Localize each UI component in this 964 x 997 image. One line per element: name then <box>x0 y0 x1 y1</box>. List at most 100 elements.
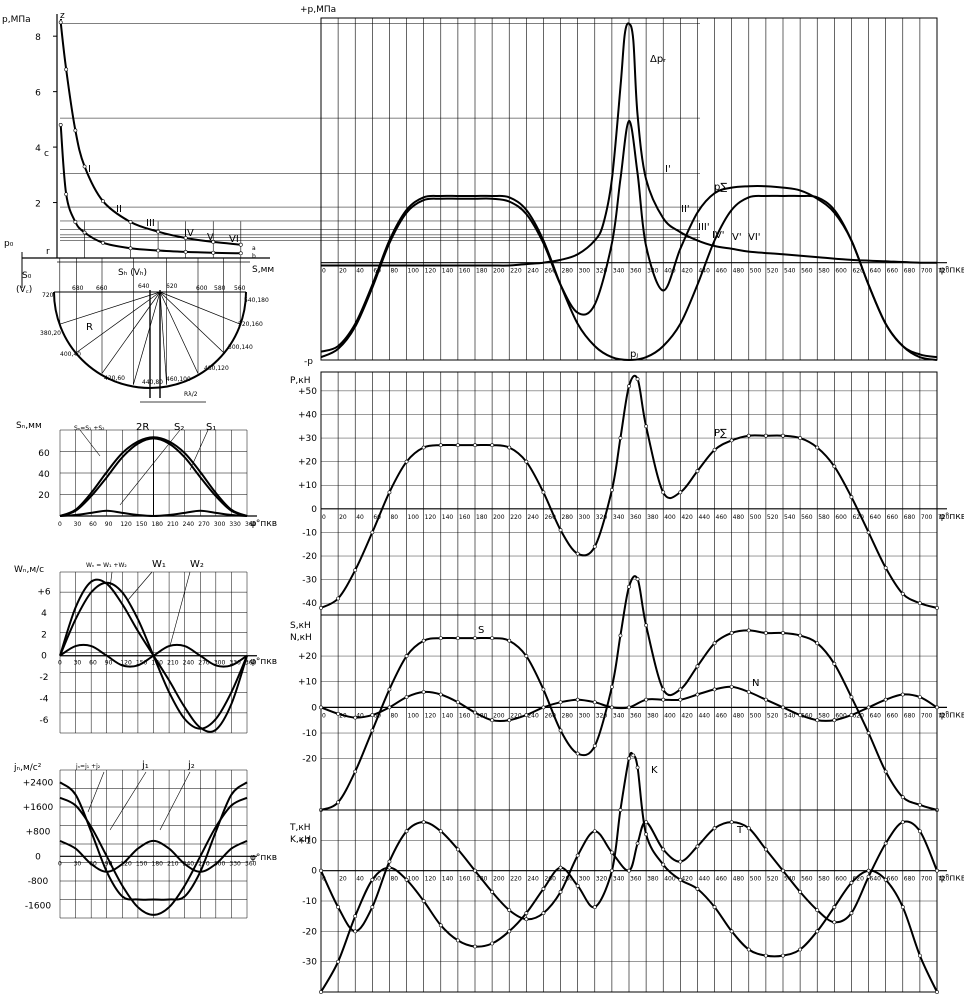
x-tick-label: 90 <box>105 660 113 667</box>
data-point-TK-1-25 <box>695 886 700 891</box>
data-point-TK-0-29 <box>798 890 803 894</box>
y-tick-label: -10 <box>302 729 317 739</box>
data-point-TK-0-28 <box>781 868 785 873</box>
x-tick-label: 20 <box>339 268 347 275</box>
x-axis-label: φ°пкв <box>250 657 277 667</box>
x-tick-label: 300 <box>214 660 226 667</box>
data-point-SN-0-23 <box>678 687 683 692</box>
data-point-SN-0-10 <box>490 636 495 640</box>
y-tick-label: -10 <box>302 528 317 538</box>
x-tick-label: 60 <box>89 660 97 667</box>
x-tick-label: 160 <box>459 712 471 719</box>
y-tick-label: -30 <box>302 958 317 968</box>
data-point-SN-0-3 <box>370 728 375 733</box>
data-point-P-0-4 <box>387 490 392 495</box>
x-tick-label: 300 <box>214 860 226 867</box>
x-axis-label: φ°пкв <box>939 874 964 884</box>
x-tick-label: 240 <box>527 268 539 275</box>
data-point-P-0-10 <box>490 443 495 448</box>
data-point-TK-0-19 <box>635 841 640 846</box>
x-tick-label: 330 <box>229 521 241 528</box>
data-point-SN-1-28 <box>798 713 803 717</box>
x-tick-label: 240 <box>527 876 539 883</box>
data-point-TK-0-24 <box>712 826 717 831</box>
x-tick-label: 200 <box>493 876 505 883</box>
x-axis-label: φ°пкв <box>939 512 964 522</box>
data-point-SN-1-16 <box>592 700 597 705</box>
x-tick-label: 640 <box>870 876 882 883</box>
y-tick-label: -20 <box>302 755 317 765</box>
x-tick-label: 560 <box>801 712 813 719</box>
data-point-SN-0-12 <box>524 654 529 658</box>
data-point-P-0-1 <box>336 596 341 601</box>
data-point-SN-1-13 <box>541 705 546 710</box>
y-tick-label: 20 <box>38 491 50 501</box>
x-tick-label: 320 <box>596 268 608 275</box>
data-point-SN-0-22 <box>661 687 666 692</box>
x-tick-label: 460 <box>716 712 728 719</box>
x-tick-label: 700 <box>921 268 933 275</box>
ray-line <box>101 291 161 374</box>
data-point-SN-0-24 <box>695 664 700 669</box>
x-tick-label: 520 <box>767 268 779 275</box>
data-point-TK-0-8 <box>455 847 460 852</box>
data-point-pv-1-5 <box>128 246 133 251</box>
data-point-TK-1-36 <box>883 877 888 882</box>
x-tick-label: 600 <box>835 268 847 275</box>
legend-sum: jₙ=j₁ +j₂ <box>75 763 101 770</box>
x-tick-label: 210 <box>167 660 179 667</box>
x-tick-label: 240 <box>527 514 539 521</box>
data-point-P-0-8 <box>455 443 460 448</box>
data-point-TK-1-5 <box>404 877 409 882</box>
data-point-P-0-29 <box>781 433 785 438</box>
data-point-P-0-20 <box>635 377 640 381</box>
legend-W1: W₁ <box>152 559 166 570</box>
data-point-TK-1-27 <box>729 929 734 934</box>
x-tick-label: 120 <box>120 860 132 867</box>
x-tick-label: 680 <box>904 712 916 719</box>
leader-line <box>127 571 153 601</box>
data-point-P-0-16 <box>592 544 597 549</box>
data-point-pv-1-8 <box>211 250 216 255</box>
y-axis-label: p,МПа <box>2 15 31 25</box>
y-tick-label: -2 <box>40 673 49 683</box>
data-point-TK-1-13 <box>541 886 546 891</box>
data-point-SN-1-23 <box>712 687 717 692</box>
data-point-SN-0-17 <box>609 684 614 689</box>
x-tick-label: 520 <box>767 712 779 719</box>
y-tick-label: +50 <box>298 387 317 397</box>
y-tick-label: 0 <box>41 652 47 662</box>
data-point-pv-1-3 <box>82 230 87 235</box>
angle-label: 380,20 <box>40 330 61 337</box>
data-point-SN-0-7 <box>438 636 443 640</box>
leader-line <box>119 429 181 506</box>
data-point-P-0-12 <box>524 459 529 464</box>
x-tick-label: 0 <box>322 268 326 275</box>
data-point-TK-0-6 <box>421 820 426 825</box>
x-tick-label: 340 <box>613 268 625 275</box>
annotation-N: N <box>752 678 759 689</box>
data-point-P-0-38 <box>935 606 939 610</box>
y-tick-label: 60 <box>38 449 50 459</box>
data-point-SN-0-19 <box>627 584 631 589</box>
x-tick-label: 100 <box>408 514 420 521</box>
data-point-SN-1-0 <box>319 705 323 710</box>
R-label: R <box>86 322 93 333</box>
data-point-SN-0-31 <box>815 641 820 646</box>
x-tick-label: 580 <box>818 268 830 275</box>
data-point-SN-0-4 <box>387 687 392 692</box>
x-tick-label: 90 <box>105 521 113 528</box>
label-a: a <box>252 245 256 252</box>
y-tick-label: -30 <box>302 576 317 586</box>
data-point-SN-1-34 <box>900 692 905 697</box>
ray-line <box>159 291 199 374</box>
y-tick-label: 0 <box>35 852 41 862</box>
x-tick-label: 560 <box>801 514 813 521</box>
x-tick-label: 480 <box>733 712 745 719</box>
series-line-Wn-2 <box>59 643 248 668</box>
y-tick-label: +10 <box>298 678 317 688</box>
x-tick-label: 180 <box>476 268 488 275</box>
y-tick-label: 4 <box>35 144 41 154</box>
annotation-I: I' <box>665 164 671 175</box>
